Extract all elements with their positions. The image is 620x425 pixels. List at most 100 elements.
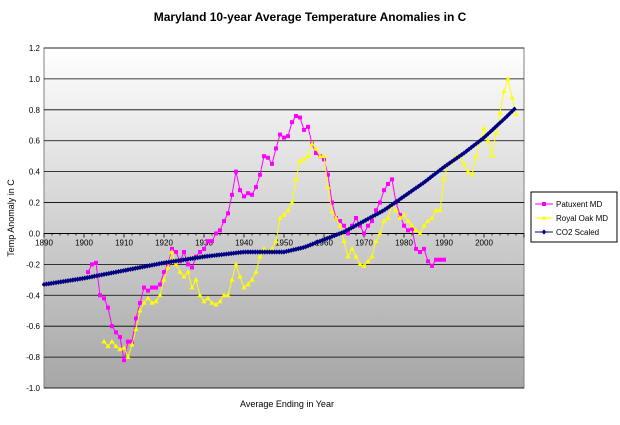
data-point [402,223,406,228]
data-point [89,274,95,280]
data-point [381,218,387,223]
data-point [409,222,415,228]
data-point [281,212,287,217]
data-point [269,249,275,255]
data-point [262,249,268,255]
data-point [476,139,481,145]
data-point [213,301,219,307]
data-point [65,278,71,284]
data-point [366,223,370,228]
data-point [170,246,174,251]
data-point [469,171,475,177]
data-point [137,307,143,313]
data-point [63,278,68,284]
data-point [317,153,323,158]
data-point [121,345,127,350]
data-point [117,346,123,352]
data-point [320,237,325,243]
data-point [214,231,218,236]
data-point [252,249,258,255]
data-point [101,271,107,278]
data-point [497,110,503,115]
data-point [162,270,166,275]
x-tick-label: 1890 [35,238,53,247]
data-point [132,265,138,271]
data-point [345,253,351,259]
x-tick-label: 1940 [235,238,253,247]
data-point [378,200,382,205]
data-point [509,94,515,100]
data-point [210,239,214,244]
data-point [186,262,190,267]
data-point [192,255,198,261]
data-point [245,281,251,287]
data-point [414,246,418,251]
data-point [296,246,301,252]
data-point [308,242,313,248]
x-tick-label: 1960 [315,238,333,247]
data-point [357,261,363,267]
data-point [413,227,419,233]
data-point [110,324,114,329]
data-point [341,238,347,243]
data-point [200,254,205,260]
data-point [113,343,119,349]
data-point [202,253,208,260]
data-point [294,114,298,118]
data-point [417,230,423,236]
data-point [501,88,507,94]
data-point [114,330,118,335]
data-point [142,263,148,270]
data-point [512,106,517,112]
data-point [266,155,270,160]
data-point [185,256,191,262]
data-point [72,277,78,283]
data-point [465,168,471,174]
data-point [161,277,167,282]
data-point [154,285,158,290]
data-point [202,246,206,251]
data-point [380,208,385,214]
data-point [154,261,160,267]
data-point [261,246,267,251]
data-point [442,257,446,262]
data-point [269,246,275,251]
data-point [298,115,302,120]
data-point [314,151,318,156]
data-point [274,146,278,151]
legend-label: Royal Oak MD [556,214,608,223]
data-point [178,257,184,263]
y-tick-label: 1.2 [29,44,41,53]
data-point [466,146,472,152]
series-patuxent-md [86,114,446,363]
data-point [234,169,238,174]
data-point [278,132,282,137]
data-point [189,284,195,290]
data-point [397,215,403,220]
data-point [513,111,519,117]
x-tick-label: 1950 [275,238,293,247]
data-point [354,216,358,220]
data-point [48,280,54,286]
data-point [249,277,255,282]
legend-label: Patuxent MD [556,200,602,209]
data-point [362,231,366,236]
data-point [241,284,247,290]
legend-marker [542,202,546,206]
data-point [310,241,316,247]
data-point [502,115,508,121]
data-point [165,264,171,270]
data-point [305,153,311,158]
data-point [41,281,47,288]
data-point [301,156,307,162]
data-point [410,226,414,231]
data-point [406,190,412,196]
data-point [473,153,479,158]
data-point [382,207,388,213]
data-point [250,249,256,255]
data-point [51,280,56,286]
x-tick-label: 2000 [475,238,493,247]
data-point [118,335,122,339]
data-point [150,285,154,290]
data-point [180,257,186,263]
